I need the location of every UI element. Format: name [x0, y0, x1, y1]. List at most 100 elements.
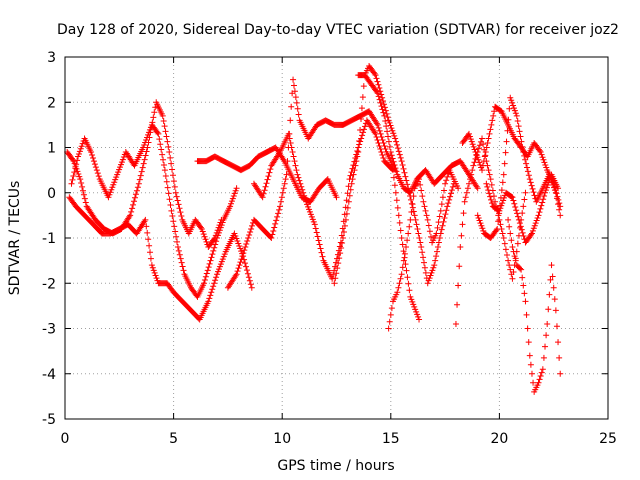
data-point: [93, 167, 100, 174]
data-point: [198, 225, 205, 232]
data-point: [466, 133, 473, 140]
data-point: [166, 149, 173, 156]
data-point: [149, 264, 156, 271]
data-point: [152, 104, 159, 111]
data-point: [117, 164, 124, 171]
data-point: [426, 275, 433, 282]
data-point: [520, 203, 527, 210]
data-point: [142, 139, 149, 146]
data-point: [227, 203, 234, 210]
data-point: [266, 169, 273, 176]
data-point: [244, 270, 251, 277]
data-point: [393, 138, 400, 145]
data-point: [381, 142, 388, 149]
data-point: [389, 166, 396, 173]
data-point: [403, 177, 410, 184]
data-point: [556, 200, 563, 207]
data-point: [176, 205, 183, 212]
data-point: [416, 235, 423, 241]
data-point: [170, 178, 177, 185]
data-point: [218, 258, 225, 265]
data-point: [541, 159, 548, 166]
data-point: [476, 142, 483, 149]
data-point: [156, 136, 163, 143]
data-point: [106, 191, 113, 198]
y-tick-label: -4: [42, 367, 56, 383]
data-point: [422, 207, 429, 214]
data-point: [413, 308, 420, 315]
data-point: [374, 121, 381, 128]
data-point: [546, 291, 553, 298]
data-point: [445, 200, 452, 207]
data-point: [410, 301, 417, 308]
data-point: [283, 171, 290, 178]
data-point: [146, 242, 153, 249]
data-point: [510, 102, 517, 109]
data-point: [148, 262, 155, 269]
data-point: [486, 130, 493, 137]
data-point: [480, 141, 487, 148]
data-point: [411, 303, 418, 310]
data-point: [236, 262, 243, 269]
data-point: [419, 193, 426, 200]
data-point: [555, 185, 562, 192]
data-point: [417, 239, 424, 246]
data-point: [428, 269, 435, 276]
data-point: [396, 219, 403, 226]
data-point: [436, 213, 443, 220]
data-point: [468, 138, 475, 145]
data-point: [414, 311, 421, 318]
data-point: [317, 245, 324, 252]
data-point: [74, 157, 81, 164]
data-point: [376, 127, 383, 134]
data-point: [502, 246, 509, 253]
data-point: [275, 210, 282, 217]
chart-title: Day 128 of 2020, Sidereal Day-to-day VTE…: [57, 22, 619, 38]
data-point: [421, 203, 428, 210]
data-point: [339, 240, 346, 247]
data-point: [172, 228, 179, 235]
data-point: [229, 195, 236, 202]
data-point: [429, 267, 436, 274]
data-point: [342, 216, 349, 223]
data-point: [508, 97, 515, 104]
data-point: [127, 212, 134, 219]
data-point: [246, 277, 253, 284]
data-point: [208, 254, 215, 261]
data-point: [539, 366, 546, 373]
data-point: [270, 227, 277, 234]
data-point: [424, 216, 431, 223]
data-point: [411, 212, 418, 219]
data-point: [114, 171, 121, 178]
data-point: [355, 149, 362, 156]
data-point: [111, 179, 118, 186]
data-point: [383, 110, 390, 117]
data-point: [354, 153, 361, 160]
data-point: [543, 332, 550, 339]
data-point: [287, 139, 294, 146]
data-point: [144, 134, 151, 141]
data-point: [500, 235, 507, 241]
data-point: [179, 263, 186, 270]
data-point: [381, 104, 388, 111]
data-point: [203, 238, 210, 245]
data-point: [469, 167, 476, 174]
data-point: [455, 185, 462, 192]
data-point: [488, 181, 495, 188]
data-point: [500, 197, 507, 204]
data-point: [537, 149, 544, 156]
data-point: [444, 203, 451, 210]
data-point: [483, 180, 490, 187]
data-point: [444, 173, 451, 180]
data-point: [501, 194, 508, 201]
data-point: [510, 105, 517, 112]
data-point: [216, 263, 223, 270]
data-point: [75, 171, 82, 178]
data-point: [304, 201, 311, 208]
data-point: [500, 171, 507, 178]
x-tick-label: 15: [382, 431, 400, 447]
data-point: [356, 138, 363, 145]
data-point: [206, 295, 213, 302]
data-point: [397, 275, 404, 282]
